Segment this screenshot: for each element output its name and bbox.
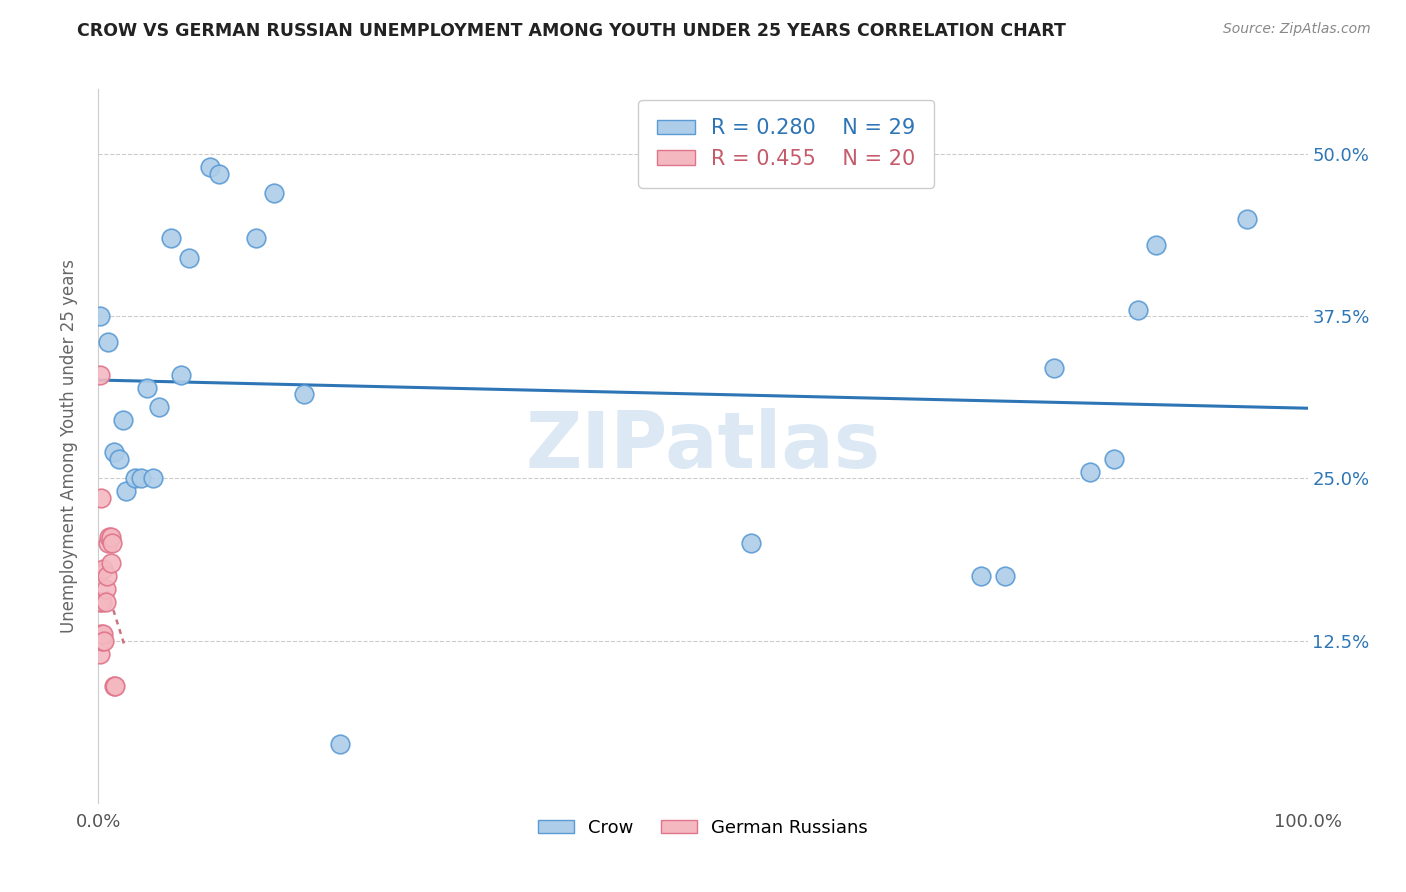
- Point: [142, 471, 165, 485]
- Point: [160, 231, 183, 245]
- Point: [94, 582, 117, 596]
- Point: [100, 556, 122, 570]
- Point: [98, 530, 121, 544]
- Point: [263, 186, 285, 200]
- Point: [292, 387, 315, 401]
- Point: [90, 627, 112, 641]
- Point: [135, 381, 157, 395]
- Point: [1236, 211, 1258, 226]
- Point: [245, 231, 267, 245]
- Point: [91, 595, 114, 609]
- Point: [91, 633, 114, 648]
- Point: [104, 679, 127, 693]
- Point: [179, 251, 201, 265]
- Point: [1042, 361, 1064, 376]
- Point: [94, 595, 117, 609]
- Point: [89, 595, 111, 609]
- Point: [91, 627, 114, 641]
- Point: [108, 452, 131, 467]
- Point: [1128, 302, 1150, 317]
- Point: [89, 368, 111, 382]
- Point: [124, 471, 146, 485]
- Text: CROW VS GERMAN RUSSIAN UNEMPLOYMENT AMONG YOUTH UNDER 25 YEARS CORRELATION CHART: CROW VS GERMAN RUSSIAN UNEMPLOYMENT AMON…: [77, 22, 1066, 40]
- Point: [89, 310, 111, 324]
- Point: [97, 335, 120, 350]
- Point: [208, 167, 231, 181]
- Point: [1078, 465, 1101, 479]
- Text: Source: ZipAtlas.com: Source: ZipAtlas.com: [1223, 22, 1371, 37]
- Point: [97, 536, 120, 550]
- Point: [169, 368, 191, 382]
- Point: [100, 536, 122, 550]
- Text: ZIPatlas: ZIPatlas: [526, 408, 880, 484]
- Point: [994, 568, 1017, 582]
- Point: [96, 568, 118, 582]
- Point: [103, 445, 125, 459]
- Point: [115, 484, 138, 499]
- Point: [93, 633, 115, 648]
- Y-axis label: Unemployment Among Youth under 25 years: Unemployment Among Youth under 25 years: [59, 259, 77, 633]
- Point: [1146, 238, 1168, 252]
- Point: [129, 471, 152, 485]
- Point: [198, 160, 221, 174]
- Point: [111, 413, 134, 427]
- Legend: Crow, German Russians: Crow, German Russians: [530, 812, 876, 844]
- Point: [103, 679, 125, 693]
- Point: [148, 400, 170, 414]
- Point: [100, 530, 122, 544]
- Point: [329, 738, 352, 752]
- Point: [970, 568, 993, 582]
- Point: [740, 536, 762, 550]
- Point: [89, 647, 111, 661]
- Point: [91, 562, 114, 576]
- Point: [90, 491, 112, 505]
- Point: [1102, 452, 1125, 467]
